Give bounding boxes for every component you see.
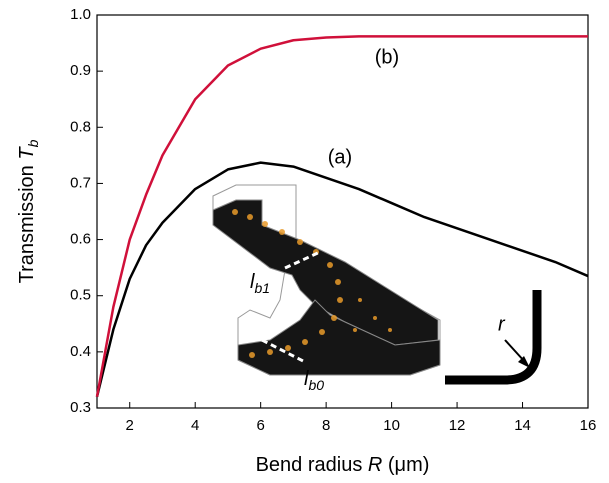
x-label-text: Bend radius	[256, 454, 368, 476]
x-tick-label: 4	[191, 417, 199, 434]
inset-image	[212, 184, 441, 376]
x-tick-label: 10	[383, 417, 400, 434]
y-tick-label: 0.3	[70, 399, 91, 416]
y-label-var: T	[16, 146, 38, 160]
y-label-text: Transmission	[16, 160, 38, 284]
lb1-sub: b1	[254, 280, 270, 296]
x-label-var: R	[368, 454, 382, 476]
x-label-unit: (μm)	[382, 454, 429, 476]
y-tick-label: 0.9	[70, 62, 91, 79]
series-line	[95, 35, 588, 397]
y-tick-label: 0.8	[70, 118, 91, 135]
x-tick-label: 8	[322, 417, 330, 434]
y-label-sub: b	[25, 139, 41, 147]
x-tick-label: 2	[126, 417, 134, 434]
series-label: (b)	[375, 46, 399, 68]
x-tick-label: 12	[449, 417, 466, 434]
annotation-lb1: lb1	[250, 271, 270, 295]
series-label: (a)	[328, 146, 352, 168]
x-tick-label: 16	[580, 417, 597, 434]
series-line	[95, 161, 589, 398]
y-tick-label: 0.7	[70, 174, 91, 191]
bend-icon	[445, 290, 542, 385]
lb0-sub: b0	[308, 377, 324, 393]
y-axis-label: Transmission Tb	[16, 139, 40, 283]
annotation-r: r	[498, 313, 506, 335]
y-tick-label: 0.5	[70, 287, 91, 304]
x-tick-label: 6	[256, 417, 264, 434]
plot-frame	[96, 14, 589, 409]
y-tick-label: 0.6	[70, 231, 91, 248]
lb0-var: l	[304, 368, 309, 390]
lb1-var: l	[250, 271, 255, 293]
x-axis-label: Bend radius R (μm)	[256, 454, 430, 476]
y-tick-label: 1.0	[70, 6, 91, 23]
y-tick-label: 0.4	[70, 343, 91, 360]
annotation-lb0: lb0	[304, 368, 324, 392]
x-tick-label: 14	[514, 417, 531, 434]
